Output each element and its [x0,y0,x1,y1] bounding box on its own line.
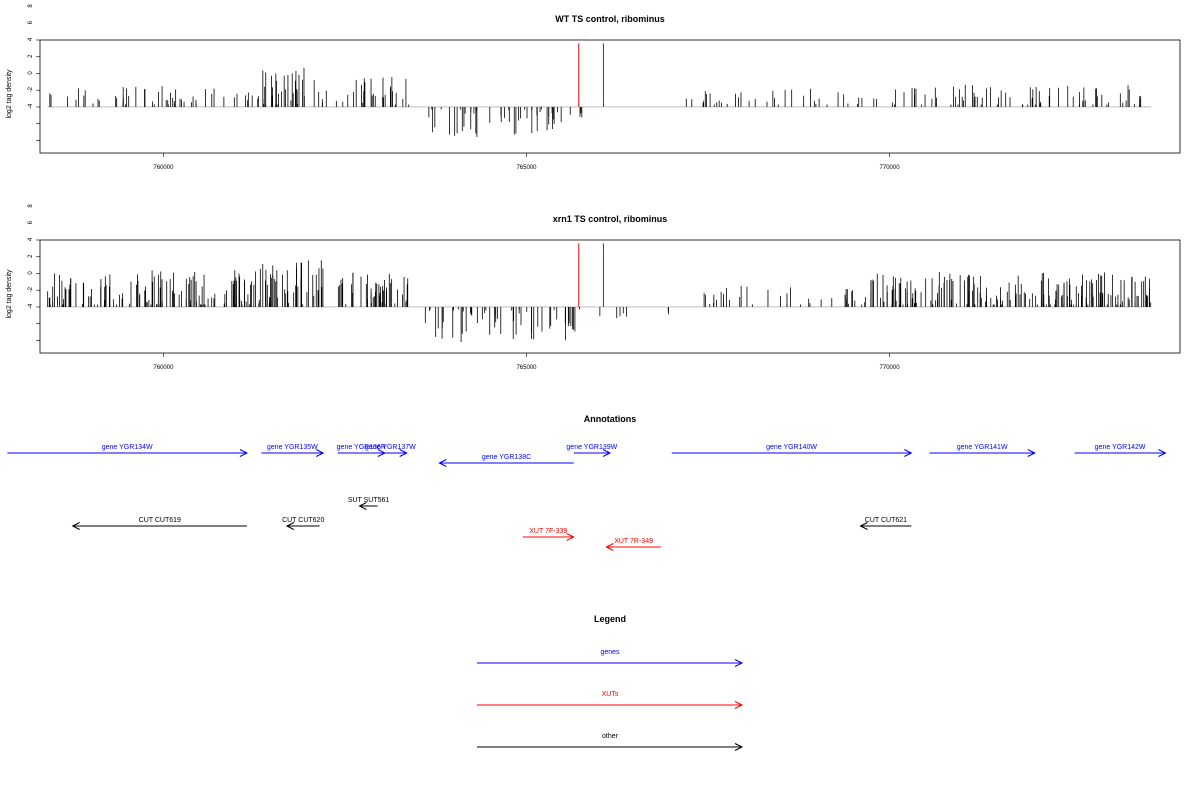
x-tick-label: 765000 [516,165,537,171]
annotation-label: gene YGR137W [365,444,416,451]
y-tick-label: 0 [28,271,34,275]
x-tick-label: 770000 [880,365,901,371]
annotation-label: gene YGR134W [102,444,153,451]
annotation-arrow: gene YGR135W [261,444,323,457]
x-tick-label: 770000 [880,165,901,171]
annotation-label: XUT 7R-349 [614,538,653,545]
annotation-arrow: gene YGR134W [7,444,247,457]
y-tick-label: 8 [28,204,34,208]
annotation-label: CUT CUT621 [865,517,907,524]
x-tick-label: 760000 [153,365,174,371]
annotation-arrow: gene YGR141W [929,444,1034,457]
annotation-arrow: SUT SUT561 [348,497,390,510]
annotation-label: CUT CUT620 [282,517,324,524]
bar-series [48,260,1151,342]
y-tick-label: -4 [28,103,34,109]
genome-track-figure: WT TS control, ribominus log2 tag densit… [0,0,1200,800]
legend-label: genes [600,649,620,656]
annotation-label: CUT CUT619 [139,517,181,524]
annotation-label: gene YGR139W [566,444,617,451]
y-tick-label: 8 [28,4,34,8]
legend-item: other [477,733,742,751]
legend-item: XUTs [477,691,742,709]
y-tick-label: -2 [28,86,34,92]
x-tick-label: 760000 [153,165,174,171]
wt-track-title: WT TS control, ribominus [555,14,665,24]
wt-track-panel: WT TS control, ribominus log2 tag densit… [6,4,1180,171]
annotation-arrow: gene YGR140W [672,444,912,457]
annotation-label: gene YGR141W [957,444,1008,451]
xrn1-track-panel: xrn1 TS control, ribominus log2 tag dens… [6,204,1180,371]
legend-label: other [602,733,619,740]
annotation-arrow: gene YGR137W [365,444,416,457]
wt-track-ylabel: log2 tag density [6,69,13,119]
y-tick-label: 6 [28,20,34,24]
plot-frame [40,40,1180,153]
x-tick-label: 765000 [516,365,537,371]
xrn1-track-ylabel: log2 tag density [6,269,13,319]
legend-title: Legend [594,614,626,624]
annotation-arrow: CUT CUT619 [73,517,247,530]
annotation-arrow: CUT CUT620 [282,517,324,530]
legend-item: genes [477,649,742,667]
y-tick-label: -2 [28,286,34,292]
annotations-panel: Annotations gene YGR134W gene YGR135W gene… [7,414,1165,551]
annotation-label: gene YGR135W [267,444,318,451]
annotation-arrow: gene YGR142W [1075,444,1166,457]
y-tick-label: 2 [28,254,34,258]
annotation-label: XUT 7F-339 [529,528,567,535]
annotation-label: gene YGR140W [766,444,817,451]
y-tick-label: -4 [28,303,34,309]
y-tick-label: 4 [28,37,34,41]
annotation-arrow: CUT CUT621 [861,517,912,530]
annotations-title: Annotations [584,414,637,424]
annotation-arrow: XUT 7F-339 [523,528,574,541]
annotation-arrow: gene YGR138C [439,454,573,467]
y-tick-label: 0 [28,71,34,75]
y-tick-label: 6 [28,220,34,224]
annotation-label: SUT SUT561 [348,497,390,504]
legend-label: XUTs [602,691,619,698]
annotation-label: gene YGR138C [482,454,531,461]
bar-series [50,68,1141,137]
annotation-label: gene YGR142W [1095,444,1146,451]
y-tick-label: 4 [28,237,34,241]
annotation-arrow: XUT 7R-349 [606,538,660,551]
annotation-arrow: gene YGR139W [566,444,617,457]
xrn1-track-title: xrn1 TS control, ribominus [553,214,668,224]
y-tick-label: 2 [28,54,34,58]
legend-panel: Legend genes XUTs other [477,614,742,751]
